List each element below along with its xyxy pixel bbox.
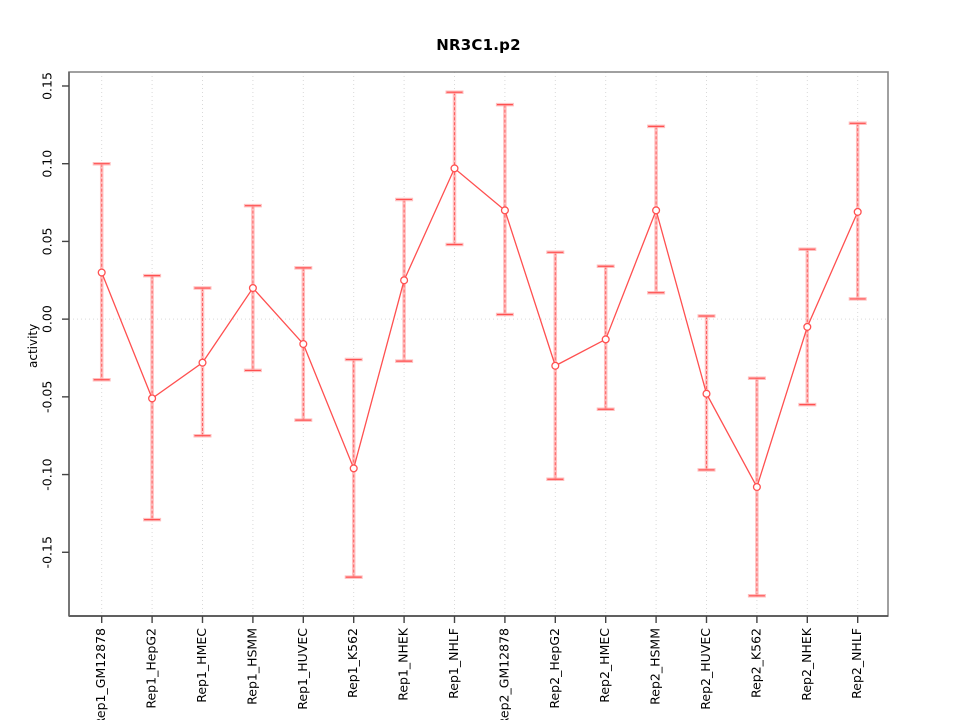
y-tick-label: -0.05 bbox=[40, 381, 55, 413]
data-point-marker bbox=[601, 335, 610, 344]
x-tick-label: Rep2_HUVEC bbox=[698, 628, 713, 710]
data-point-marker bbox=[97, 268, 106, 277]
data-point-marker bbox=[803, 322, 812, 331]
y-tick-label: 0.15 bbox=[40, 72, 55, 100]
data-point-marker bbox=[248, 283, 257, 293]
x-tick-label: Rep2_NHEK bbox=[799, 627, 814, 701]
x-tick-label: Rep1_NHEK bbox=[396, 627, 411, 701]
x-tick-label: Rep1_HUVEC bbox=[295, 628, 310, 710]
data-point-marker bbox=[652, 206, 661, 215]
y-tick-label: -0.10 bbox=[40, 458, 55, 490]
data-point-marker bbox=[198, 358, 207, 367]
data-point-marker bbox=[450, 164, 459, 173]
x-tick-label: Rep2_GM12878 bbox=[496, 628, 511, 720]
x-tick-label: Rep2_K562 bbox=[748, 628, 763, 698]
data-point-marker bbox=[752, 482, 761, 492]
x-tick-label: Rep2_HSMM bbox=[648, 628, 663, 705]
x-tick-label: Rep1_K562 bbox=[345, 628, 360, 698]
y-tick-label: 0.10 bbox=[40, 150, 55, 178]
data-point-marker bbox=[349, 464, 358, 473]
x-tick-label: Rep1_HSMM bbox=[244, 628, 259, 705]
series-line bbox=[101, 167, 859, 489]
data-point-marker bbox=[148, 394, 157, 403]
y-tick-label: 0.05 bbox=[40, 227, 55, 255]
x-tick-label: Rep2_HMEC bbox=[597, 628, 612, 703]
x-tick-label: Rep2_NHLF bbox=[849, 628, 864, 699]
data-point-marker bbox=[702, 389, 711, 398]
y-tick-label: 0.00 bbox=[40, 305, 55, 333]
y-tick-label: -0.15 bbox=[40, 536, 55, 568]
data-point-marker bbox=[853, 207, 862, 216]
data-point-marker bbox=[400, 276, 409, 285]
plot-frame bbox=[68, 71, 889, 617]
data-point-marker bbox=[500, 206, 509, 215]
x-tick-label: Rep2_HepG2 bbox=[547, 628, 562, 709]
x-tick-label: Rep1_HepG2 bbox=[144, 628, 159, 709]
x-tick-label: Rep1_NHLF bbox=[446, 628, 461, 699]
data-point-marker bbox=[299, 339, 308, 349]
x-tick-label: Rep1_GM12878 bbox=[93, 628, 108, 720]
x-tick-label: Rep1_HMEC bbox=[194, 628, 209, 703]
chart-title: NR3C1.p2 bbox=[436, 36, 521, 54]
data-point-marker bbox=[551, 361, 560, 370]
